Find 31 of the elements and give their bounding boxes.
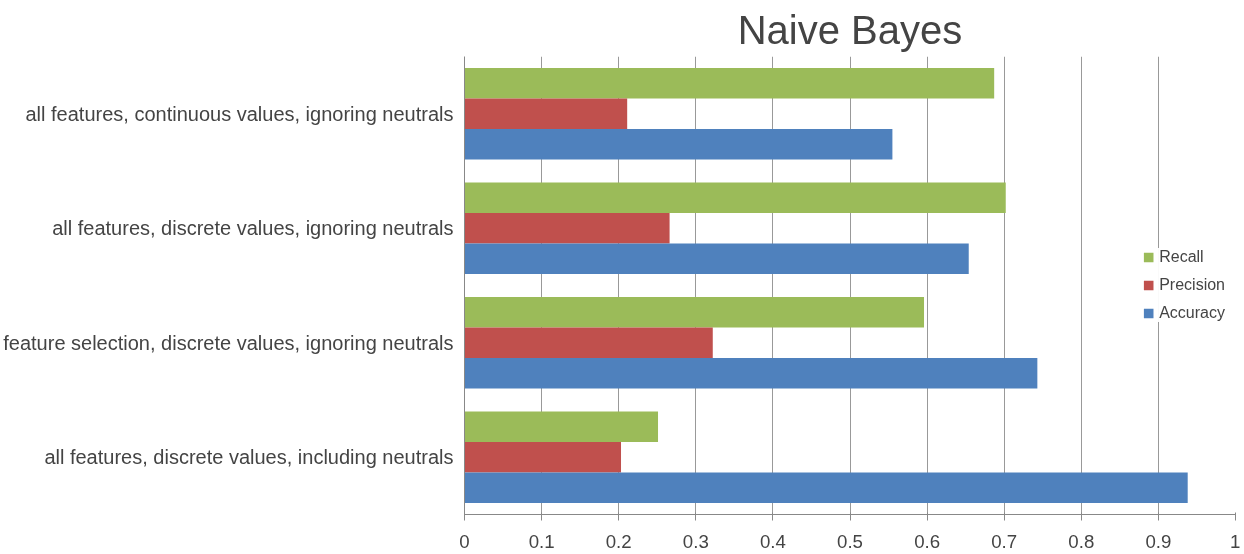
legend-label: Accuracy — [1159, 304, 1225, 322]
legend-label: Recall — [1159, 248, 1204, 266]
x-tick-label: 0.7 — [991, 530, 1018, 552]
y-tick-label: feature selection, discrete values, ignoring neutrals — [3, 331, 454, 354]
x-tick-label: 0.9 — [1145, 530, 1172, 552]
bar — [464, 327, 713, 359]
bar — [464, 472, 1188, 504]
y-tick-label: all features, continuous values, ignoring neutrals — [25, 102, 454, 125]
bar — [464, 98, 628, 130]
bar — [464, 296, 925, 328]
x-tick-label: 0.4 — [759, 530, 786, 552]
x-tick-label: 0.1 — [528, 530, 555, 552]
bar — [464, 212, 670, 244]
bar — [464, 243, 969, 275]
chart-title: Naive Bayes — [737, 7, 963, 52]
x-tick-label: 0.8 — [1068, 530, 1095, 552]
bar — [464, 358, 1038, 389]
y-tick-label: all features, discrete values, including neutrals — [44, 446, 454, 469]
bar — [464, 441, 622, 473]
legend-label: Precision — [1159, 276, 1225, 294]
x-tick-label: 0.6 — [914, 530, 941, 552]
bar — [464, 67, 995, 99]
bar — [464, 129, 893, 160]
x-tick-label: 0.5 — [837, 530, 863, 552]
x-tick-label: 0.2 — [605, 530, 632, 552]
y-tick-label: all features, discrete values, ignoring neutrals — [52, 217, 454, 240]
x-tick-label: 0 — [459, 530, 470, 552]
bar — [464, 182, 1006, 213]
bar — [464, 411, 659, 442]
x-tick-label: 1 — [1230, 530, 1241, 552]
x-tick-label: 0.3 — [682, 530, 709, 552]
